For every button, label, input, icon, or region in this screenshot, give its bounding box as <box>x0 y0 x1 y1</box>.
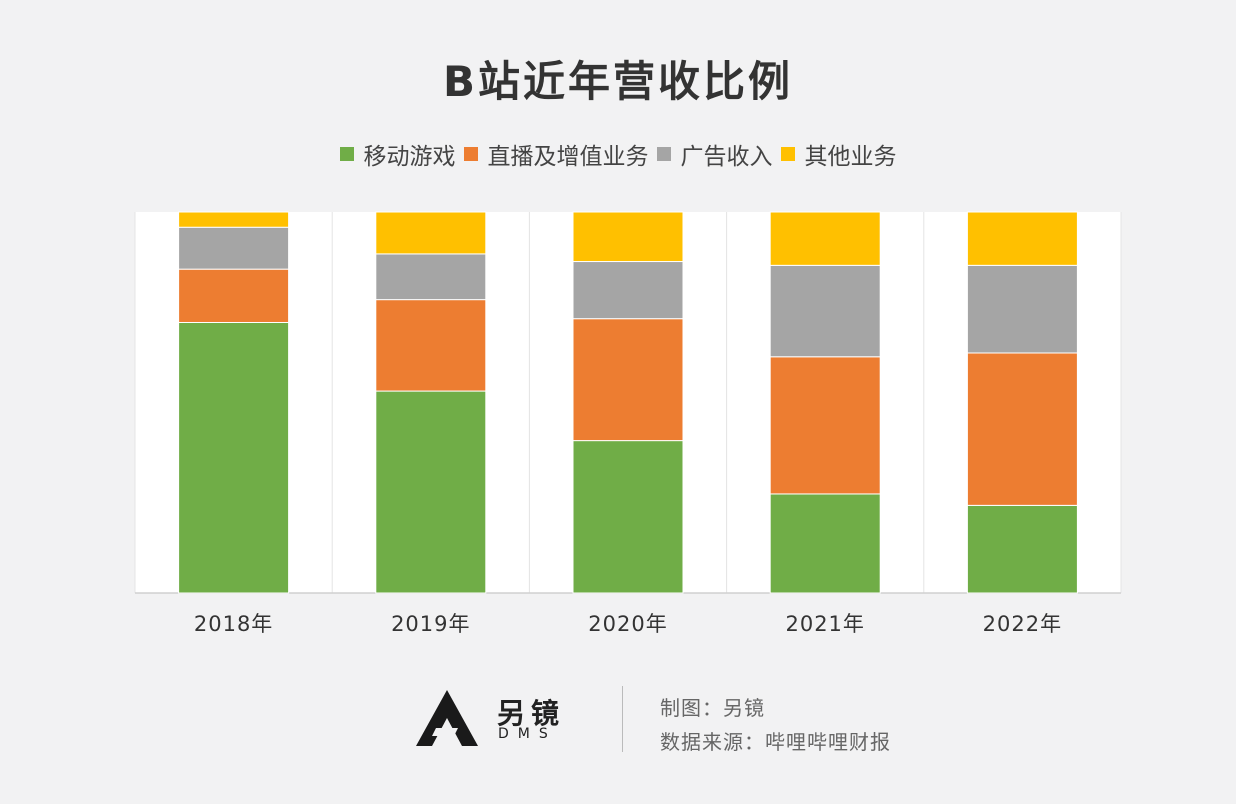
legend-item-live-vas: 直播及增值业务 <box>463 137 649 171</box>
bar-segment <box>572 440 684 594</box>
legend-item-ads: 广告收入 <box>656 137 773 171</box>
x-tick-label: 2021年 <box>785 612 864 636</box>
logo-subtext: DMS <box>498 726 557 742</box>
chart-title: B站近年营收比例 <box>442 57 793 106</box>
bar-segment <box>769 493 881 594</box>
legend-swatch-live-vas <box>463 147 478 161</box>
legend-swatch-ads <box>656 147 671 161</box>
legend-swatch-mobile-games <box>339 147 354 161</box>
legend-item-mobile-games: 移动游戏 <box>339 137 456 171</box>
legend-label-other: 其他业务 <box>804 144 897 170</box>
legend-swatch-other <box>780 147 795 161</box>
legend-label-live-vas: 直播及增值业务 <box>487 144 649 170</box>
bar-segment <box>178 211 290 228</box>
bar-segment <box>375 211 487 255</box>
x-tick-label: 2018年 <box>194 612 273 636</box>
footer-divider <box>622 686 623 752</box>
bar-segment <box>966 504 1078 594</box>
logo-text: 另镜 <box>497 697 566 730</box>
chart-legend: 移动游戏 直播及增值业务 广告收入 其他业务 <box>0 137 1236 171</box>
bar-segment <box>966 352 1078 506</box>
x-tick-label: 2020年 <box>588 612 667 636</box>
data-source: 数据来源：哔哩哔哩财报 <box>660 730 891 754</box>
bar-segment <box>572 261 684 320</box>
legend-label-mobile-games: 移动游戏 <box>363 144 456 170</box>
bar-segment <box>572 318 684 442</box>
bar-segment <box>375 253 487 301</box>
footer: 另镜 DMS 制图：另镜 数据来源：哔哩哔哩财报 <box>0 680 1236 770</box>
bar-segment <box>769 264 881 358</box>
dms-logo-icon <box>416 690 478 746</box>
legend-label-ads: 广告收入 <box>680 144 773 170</box>
bar-segment <box>572 211 684 263</box>
bar-segment <box>375 299 487 392</box>
bar-segment <box>375 390 487 594</box>
bar-segment <box>966 211 1078 266</box>
bar-segment <box>178 268 290 323</box>
chart-credit: 制图：另镜 <box>660 696 765 720</box>
bar-segment <box>966 264 1078 354</box>
bar-segment <box>178 321 290 594</box>
legend-item-other: 其他业务 <box>780 137 897 171</box>
bar-segment <box>769 356 881 495</box>
bar-segment <box>769 211 881 266</box>
bar-segment <box>178 226 290 270</box>
x-tick-label: 2022年 <box>983 612 1062 636</box>
x-tick-label: 2019年 <box>391 612 470 636</box>
